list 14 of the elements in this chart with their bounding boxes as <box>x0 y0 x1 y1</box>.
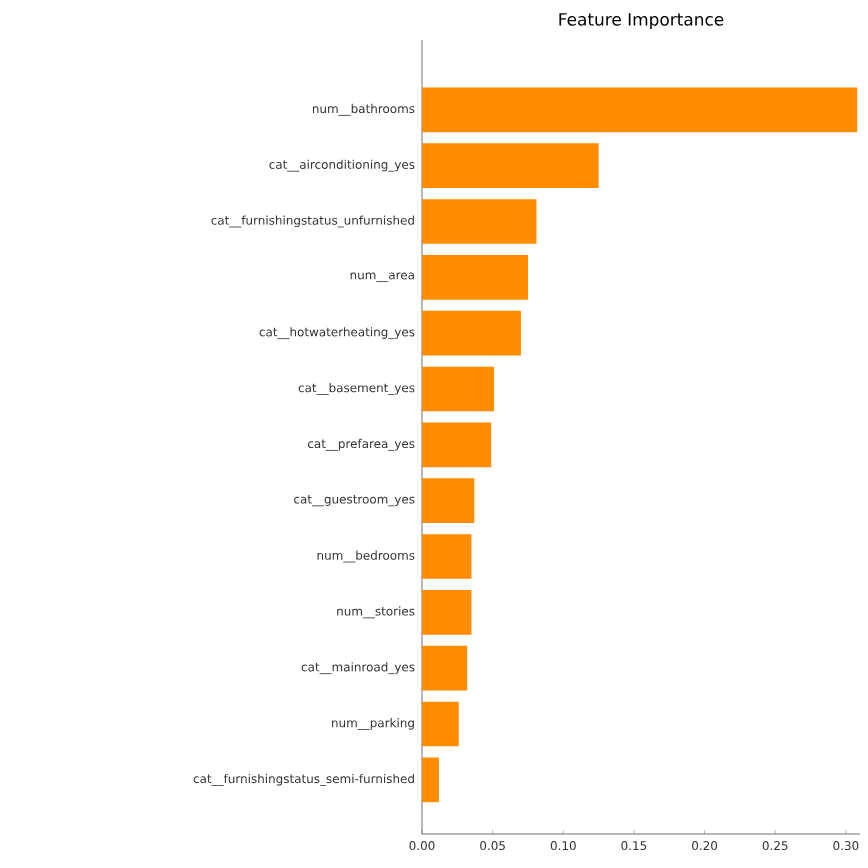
bar <box>422 701 459 747</box>
bar <box>422 534 472 579</box>
bar <box>422 87 858 133</box>
bar <box>422 310 521 356</box>
bar <box>422 757 439 803</box>
bar <box>422 478 475 523</box>
bar <box>422 645 468 691</box>
bar <box>422 422 492 468</box>
bar <box>422 254 528 300</box>
chart-title: Feature Importance <box>559 13 724 30</box>
bar <box>422 143 599 188</box>
bar <box>422 366 495 412</box>
bar <box>422 590 472 635</box>
bar <box>422 199 537 244</box>
